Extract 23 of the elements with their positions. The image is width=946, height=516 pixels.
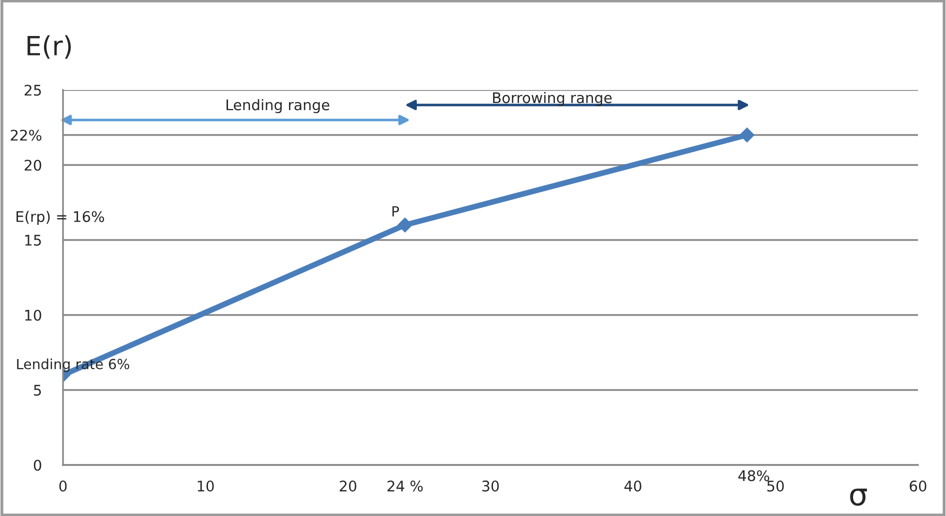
x-axis-title: σ	[850, 488, 867, 506]
x-tick-label: 30	[482, 480, 499, 492]
y-tick-label: 0	[34, 460, 42, 471]
x-tick-label: 24 %	[388, 480, 423, 492]
annotation: Lending range	[226, 99, 330, 114]
y-tick-label: 15	[25, 234, 41, 246]
annotation: Lending rate 6%	[17, 358, 130, 372]
y-tick-label: 5	[34, 384, 41, 396]
x-tick-label: 40	[624, 480, 642, 492]
annotation: Borrowing range	[493, 92, 612, 106]
annotation: P	[392, 206, 400, 216]
x-tick-label: 20	[340, 480, 356, 492]
x-tick-label: 60	[910, 480, 926, 492]
y-tick-label: 20	[24, 160, 42, 171]
annotation: E(rp) = 16%	[16, 210, 104, 225]
y-tick-label: 10	[25, 310, 42, 321]
x-tick-label: 10	[198, 480, 214, 492]
y-axis-title: E(r)	[28, 35, 71, 59]
x-tick-label: 50	[767, 480, 784, 492]
y-tick-label: 22%	[10, 130, 42, 141]
text: 48%	[738, 470, 770, 482]
x-tick-label: 0	[59, 480, 67, 492]
y-tick-label: 25	[24, 84, 41, 96]
